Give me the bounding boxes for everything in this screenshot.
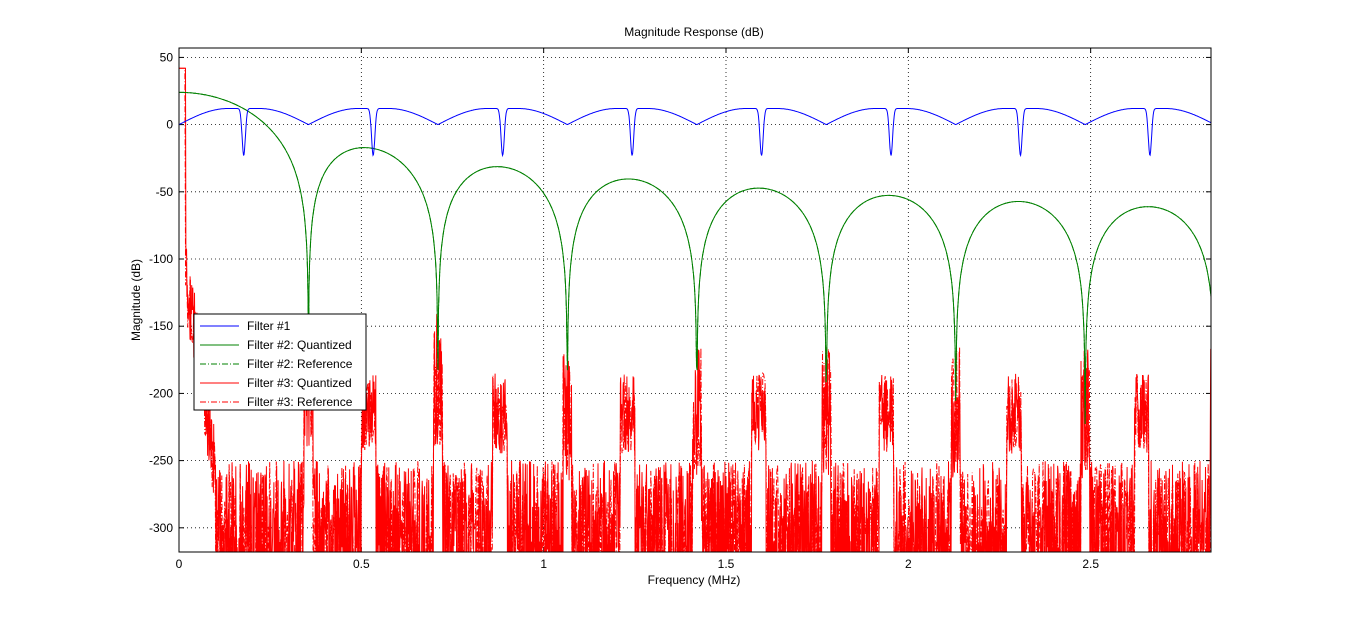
x-tick-label: 0 <box>176 557 183 571</box>
x-tick-label: 0.5 <box>353 557 370 571</box>
filter2-quantized-line <box>179 91 1211 425</box>
y-tick-label: -250 <box>149 454 173 468</box>
x-tick-label: 1.5 <box>718 557 735 571</box>
legend-box <box>193 313 367 411</box>
y-tick-label: -300 <box>149 521 173 535</box>
plot-frame <box>178 47 1212 553</box>
y-tick-label: -150 <box>149 319 173 333</box>
x-axis-label: Frequency (MHz) <box>648 573 741 587</box>
legend-entry-label: Filter #2: Reference <box>247 357 353 371</box>
y-tick-label: 0 <box>166 118 173 132</box>
filter1-line <box>179 108 1211 158</box>
filter3-quantized-line <box>179 67 1211 552</box>
legend-entry-label: Filter #3: Quantized <box>247 376 352 390</box>
series-lines <box>179 67 1211 552</box>
x-tick-label: 2 <box>905 557 912 571</box>
x-tick-label: 2.5 <box>1082 557 1099 571</box>
y-tick-label: -100 <box>149 252 173 266</box>
legend-entry-label: Filter #1 <box>247 319 291 333</box>
y-tick-label: -200 <box>149 386 173 400</box>
legend-entry-label: Filter #2: Quantized <box>247 338 352 352</box>
y-axis-label: Magnitude (dB) <box>129 259 143 341</box>
y-tick-label: -50 <box>156 185 174 199</box>
x-tick-label: 1 <box>540 557 547 571</box>
chart-title: Magnitude Response (dB) <box>624 25 763 39</box>
legend-entry-label: Filter #3: Reference <box>247 395 353 409</box>
legend[interactable]: Filter #1 Filter #2: Quantized Filter #2: … <box>193 313 367 411</box>
y-tick-label: 50 <box>160 50 174 64</box>
axis-ticks: 0 0.5 1 1.5 2 2.5 50 0 -50 -100 -150 -200 -250 -300 <box>149 48 1211 571</box>
